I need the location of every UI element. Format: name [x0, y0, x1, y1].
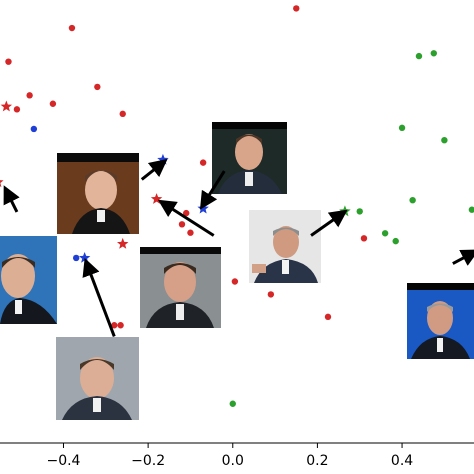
annotation-arrow-1: [140, 158, 168, 181]
dot-point-s1-8: [392, 237, 399, 245]
portrait-blair-singing-image: [57, 153, 139, 234]
dot-point-s1-7: [381, 230, 389, 237]
dot-point-s0-0: [293, 5, 300, 12]
points-layer: [0, 5, 474, 407]
star-point-s3-2: [150, 193, 163, 204]
dot-point-s1-4: [409, 196, 416, 204]
dot-point-s1-6: [356, 208, 363, 215]
dot-point-s0-9: [199, 159, 207, 166]
dot-point-s2-0: [30, 125, 38, 133]
dot-point-s1-9: [229, 400, 236, 407]
x-tick-label-3: 0.2: [306, 453, 328, 469]
dot-point-s2-2: [72, 254, 80, 262]
portrait-schroeder-center-image: [140, 247, 221, 328]
dot-point-s1-2: [398, 124, 406, 132]
x-tick-label-4: 0.4: [391, 453, 413, 469]
star-point-s4-2: [78, 251, 91, 263]
dot-point-s0-13: [231, 278, 239, 285]
annotation-arrow-6: [452, 249, 474, 266]
dot-point-s0-14: [267, 291, 275, 298]
dot-point-s0-3: [26, 92, 33, 99]
dot-point-s0-16: [360, 235, 368, 242]
star-point-s3-3: [117, 237, 129, 249]
portrait-chirac-seated-image: [249, 210, 321, 283]
x-tick-label-2: 0.0: [222, 453, 244, 469]
dot-point-s0-2: [5, 58, 12, 65]
annotation-arrow-2: [199, 170, 226, 210]
annotation-arrow-3: [157, 199, 215, 237]
dot-point-s0-12: [187, 229, 194, 236]
x-tick-label-1: −0.2: [131, 453, 165, 469]
dot-point-s0-17: [117, 322, 124, 329]
dot-point-s0-7: [119, 110, 126, 118]
dot-point-s0-1: [68, 24, 76, 32]
annotation-arrow-0: [3, 185, 20, 213]
dot-point-s1-0: [415, 52, 423, 60]
x-tick-label-0: −0.4: [46, 453, 80, 469]
dot-point-s0-4: [13, 106, 21, 113]
dot-point-s0-6: [94, 83, 101, 91]
dot-point-s1-3: [441, 136, 448, 144]
dot-point-s1-1: [430, 50, 437, 57]
dot-point-s0-10: [183, 209, 190, 217]
star-point-s3-1: [0, 180, 4, 188]
portrait-blair-smiling-image: [212, 122, 287, 194]
portrait-schroeder-left-image: [0, 236, 57, 324]
star-point-s3-0: [0, 100, 13, 112]
dot-point-s0-15: [324, 313, 332, 321]
portrait-insets: [0, 122, 474, 420]
dot-point-s0-5: [49, 100, 57, 107]
x-axis-ticks: −0.4 −0.2 0.0 0.2 0.4: [46, 443, 413, 469]
portrait-blair-bottom-image: [56, 337, 139, 420]
portrait-chirac-right-image: [407, 283, 474, 359]
arrows-layer: [3, 158, 474, 337]
dot-point-s1-5: [468, 206, 474, 213]
annotation-arrow-4: [310, 209, 348, 237]
annotation-arrow-5: [82, 257, 116, 337]
dot-point-s0-18: [111, 322, 118, 329]
dot-point-s0-11: [178, 221, 186, 228]
